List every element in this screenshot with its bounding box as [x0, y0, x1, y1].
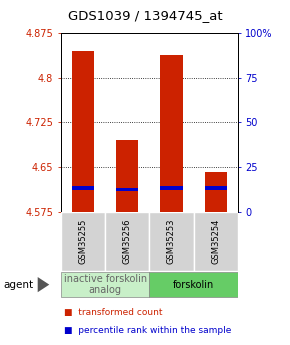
Text: GSM35253: GSM35253: [167, 219, 176, 264]
Text: GDS1039 / 1394745_at: GDS1039 / 1394745_at: [68, 9, 222, 22]
Bar: [149, 272, 238, 297]
Bar: [116, 188, 138, 191]
Bar: [160, 186, 182, 190]
Text: GSM35254: GSM35254: [211, 219, 220, 264]
Text: inactive forskolin
analog: inactive forskolin analog: [64, 274, 147, 295]
Bar: [205, 186, 227, 190]
Bar: [116, 140, 138, 212]
Polygon shape: [38, 277, 49, 292]
Bar: [61, 212, 105, 271]
Bar: [194, 212, 238, 271]
Text: forskolin: forskolin: [173, 280, 214, 289]
Text: agent: agent: [3, 280, 33, 289]
Bar: [72, 51, 94, 212]
Bar: [61, 272, 149, 297]
Bar: [149, 212, 194, 271]
Bar: [205, 172, 227, 212]
Bar: [72, 186, 94, 190]
Text: GSM35255: GSM35255: [79, 219, 88, 264]
Bar: [105, 212, 149, 271]
Bar: [160, 55, 182, 212]
Text: GSM35256: GSM35256: [123, 219, 132, 264]
Text: ■  percentile rank within the sample: ■ percentile rank within the sample: [64, 326, 231, 335]
Text: ■  transformed count: ■ transformed count: [64, 308, 162, 317]
